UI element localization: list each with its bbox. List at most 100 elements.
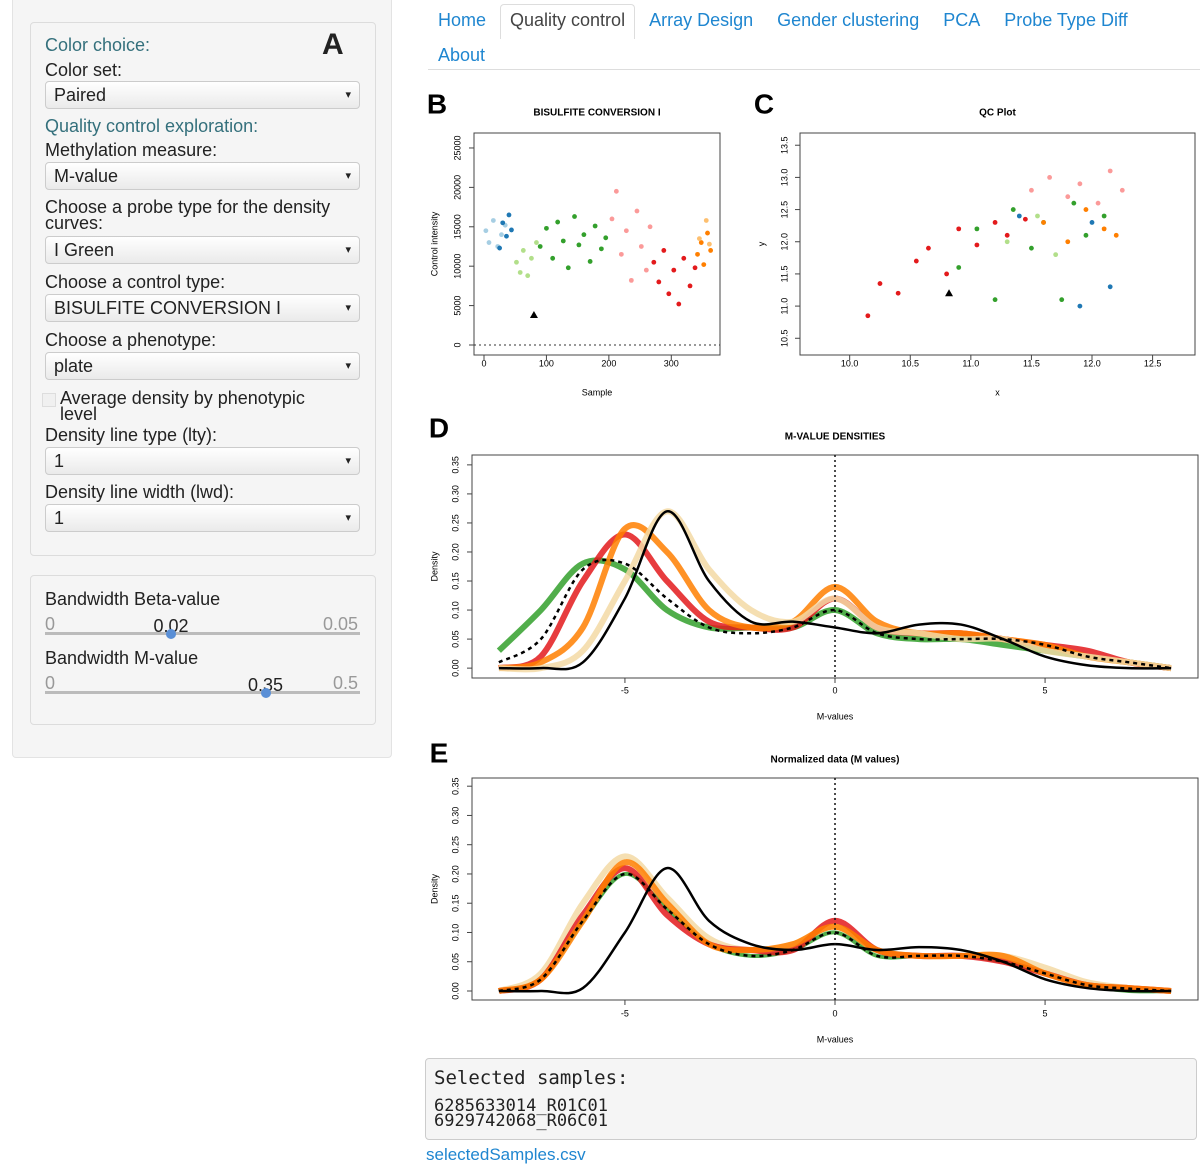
- y-tick-label: 0.25: [450, 514, 460, 532]
- y-tick-label: 0.10: [450, 601, 460, 619]
- point: [974, 242, 980, 248]
- nav-tab[interactable]: Gender clustering: [777, 10, 920, 30]
- y-tick-label: 0.15: [450, 572, 460, 590]
- slider-value: 0.35: [247, 675, 284, 695]
- point: [687, 283, 693, 289]
- point: [529, 311, 538, 319]
- point: [628, 277, 634, 283]
- point: [1016, 213, 1022, 219]
- select[interactable]: Paired: [45, 81, 360, 109]
- point: [1010, 207, 1016, 212]
- y-tick-label: 0.00: [450, 982, 460, 1000]
- point: [1059, 297, 1065, 303]
- field-label: Choose a probe type for the density curv…: [45, 197, 331, 233]
- y-tick-label: 13.0: [779, 169, 789, 187]
- nav-tab[interactable]: Home: [438, 10, 487, 30]
- point: [647, 224, 653, 230]
- point: [1107, 284, 1113, 290]
- nav-tab[interactable]: Quality control: [500, 4, 636, 39]
- field-label: Color set:: [45, 60, 123, 80]
- point: [643, 267, 649, 273]
- density-curve: [498, 859, 1172, 994]
- y-axis-label: Control intensity: [429, 211, 439, 276]
- y-tick-label: 20000: [452, 175, 462, 200]
- checkbox[interactable]: [42, 393, 56, 407]
- point: [1095, 200, 1101, 206]
- point: [638, 244, 644, 249]
- point: [692, 265, 698, 271]
- nav-tab[interactable]: PCA: [943, 10, 981, 30]
- y-tick-label: 0.00: [450, 659, 460, 677]
- point: [651, 259, 657, 265]
- point: [706, 241, 712, 247]
- point: [497, 245, 502, 251]
- y-tick-label: 0.35: [450, 777, 460, 795]
- point: [661, 248, 667, 253]
- point: [618, 251, 624, 257]
- x-tick-label: 0: [832, 685, 837, 695]
- select[interactable]: BISULFITE CONVERSION I: [45, 294, 360, 322]
- point: [1119, 187, 1125, 193]
- field-label: Methylation measure:: [45, 140, 218, 160]
- x-tick-label: 0: [832, 1008, 837, 1018]
- y-tick-label: 0.35: [450, 456, 460, 474]
- select[interactable]: 1: [45, 504, 360, 532]
- x-tick-label: 5: [1043, 1008, 1048, 1018]
- point: [1077, 181, 1083, 187]
- point: [509, 227, 514, 233]
- point: [992, 297, 998, 303]
- slider-handle[interactable]: [166, 629, 176, 639]
- x-tick-label: 11.0: [962, 358, 979, 368]
- point: [913, 258, 919, 264]
- x-tick-label: 11.5: [1023, 358, 1040, 368]
- point: [1101, 226, 1107, 232]
- x-axis-label: x: [995, 387, 1000, 397]
- nav-border: [428, 69, 1200, 70]
- point: [944, 271, 950, 277]
- panel-label: B: [427, 88, 447, 119]
- section-heading: Color choice:: [45, 35, 151, 55]
- point: [537, 244, 543, 249]
- slider-handle[interactable]: [260, 688, 271, 698]
- point: [587, 259, 593, 264]
- point: [956, 226, 962, 232]
- slider-max: 0.05: [322, 614, 358, 634]
- nav-tab[interactable]: Probe Type Diff: [1004, 10, 1128, 30]
- x-tick-label: 0: [481, 358, 486, 368]
- select[interactable]: 1: [45, 447, 360, 475]
- point: [926, 245, 931, 251]
- output-box: Selected samples: 6285633014_R01C01 6929…: [425, 1058, 1197, 1140]
- select[interactable]: plate: [45, 352, 360, 380]
- x-tick-label: 10.0: [841, 358, 859, 368]
- sample-list: 6285633014_R01C01 6929742068_R06C01: [434, 1096, 608, 1130]
- point: [696, 236, 702, 242]
- y-tick-label: 13.5: [779, 136, 789, 154]
- nav-tab[interactable]: About: [438, 45, 486, 65]
- panel-label: C: [754, 88, 774, 119]
- point: [598, 246, 604, 252]
- x-tick-label: -5: [621, 1008, 629, 1018]
- y-axis-label: Density: [429, 551, 439, 582]
- nav-tab[interactable]: Array Design: [649, 10, 754, 30]
- y-tick-label: 0.10: [450, 924, 460, 942]
- point: [703, 218, 709, 223]
- point: [877, 281, 883, 286]
- point: [499, 232, 504, 238]
- point: [705, 230, 710, 236]
- x-tick-label: 200: [601, 358, 616, 368]
- point: [1029, 187, 1034, 193]
- point: [666, 291, 672, 297]
- point: [544, 225, 549, 231]
- select[interactable]: I Green: [45, 236, 360, 264]
- chart-title: Normalized data (M values): [771, 755, 900, 766]
- point: [576, 242, 582, 248]
- point: [565, 265, 571, 271]
- point: [581, 232, 587, 238]
- download-link[interactable]: selectedSamples.csv: [426, 1145, 586, 1164]
- y-tick-label: 0: [452, 342, 462, 347]
- sample-id: 6285633014_R01C01: [434, 1096, 608, 1116]
- point: [1047, 175, 1053, 180]
- select[interactable]: M-value: [45, 162, 360, 190]
- y-tick-label: 10.5: [779, 330, 789, 348]
